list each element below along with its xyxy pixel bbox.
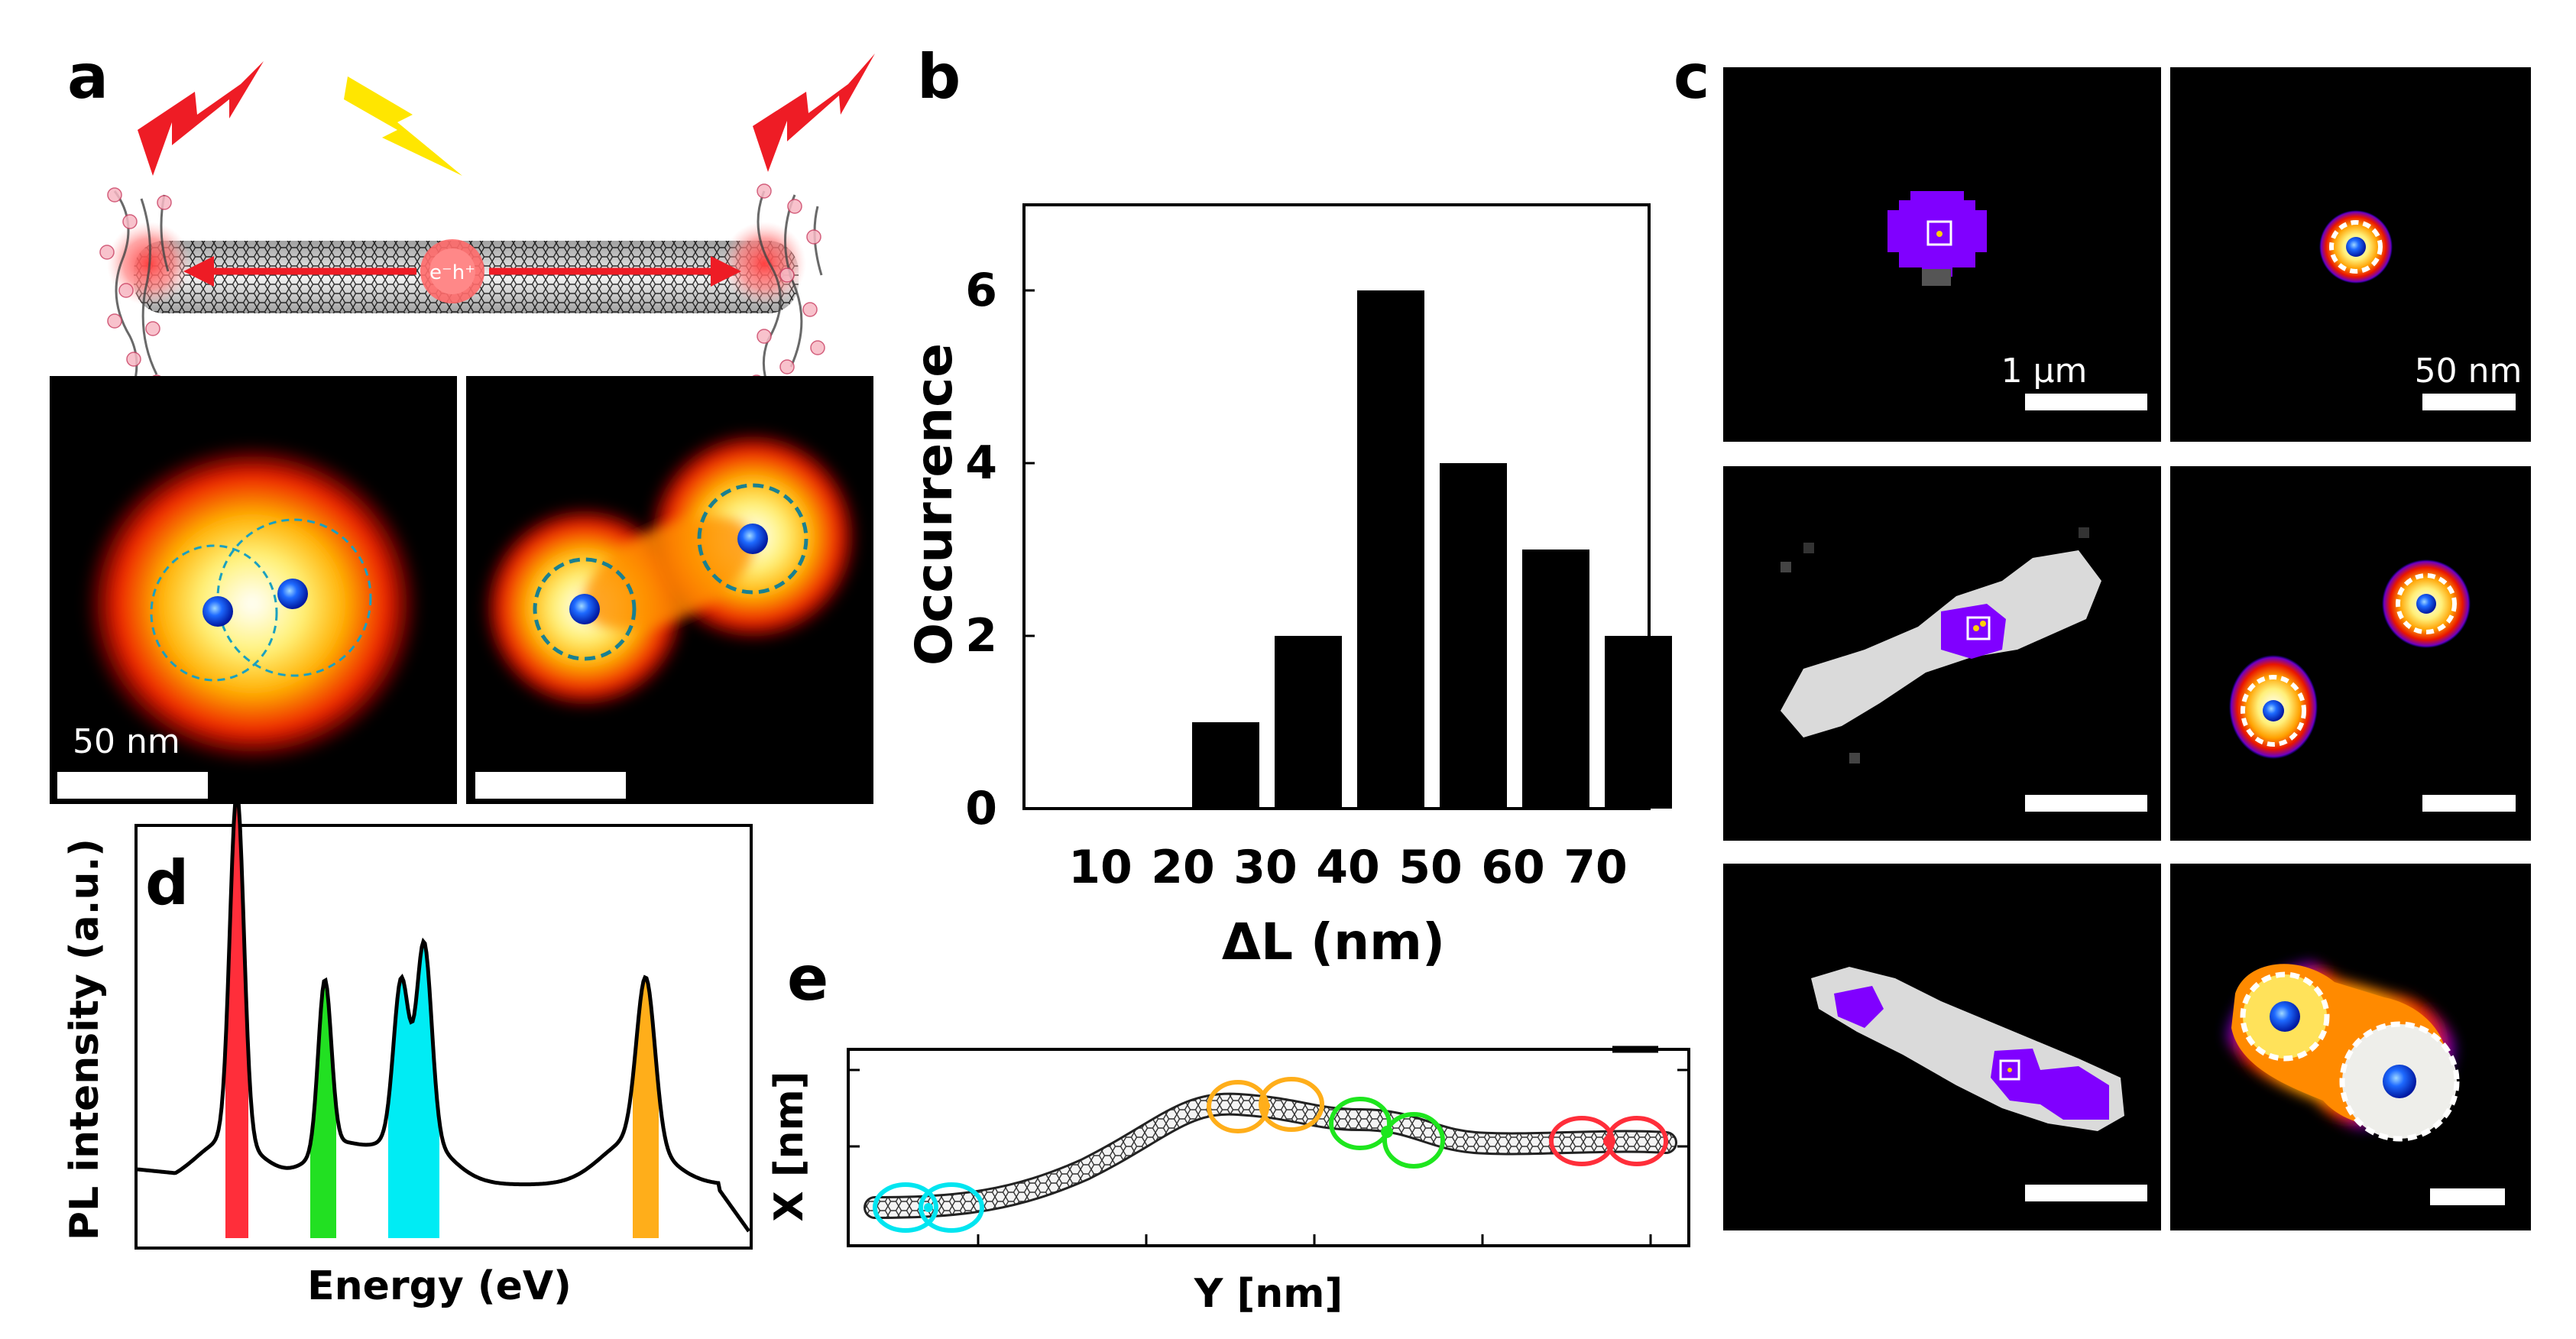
x-tick-label: 40: [1316, 841, 1380, 894]
panel-label-d: d: [145, 848, 189, 919]
scalebar-label: 50 nm: [2415, 352, 2523, 391]
x-tick-label: 10: [1068, 841, 1132, 894]
scalebar: [2025, 394, 2147, 410]
panel-label-c: c: [1674, 41, 1709, 112]
emitter-dot: [2346, 237, 2366, 257]
x-axis-label: ΔL (nm): [1222, 913, 1445, 971]
y-tick-label: 2: [965, 609, 997, 663]
exciton-label: e⁻h⁺: [429, 261, 475, 284]
scalebar: [2430, 1188, 2505, 1205]
emitter-circle-cyan: [919, 1182, 984, 1233]
panel-label-a: a: [67, 41, 109, 112]
panel-label-e: e: [787, 943, 828, 1014]
scalebar: [57, 772, 208, 799]
scalebar-label: 1 μm: [2001, 352, 2088, 391]
end-defect-right: [722, 222, 806, 306]
panel-e-trajectory: Y [nm] X [nm]: [766, 1046, 1690, 1317]
bar-30: [1275, 636, 1342, 809]
emitter-circle-green: [1382, 1112, 1445, 1169]
x-tick-label: 50: [1398, 841, 1463, 894]
peak-fill-cyan: [388, 942, 439, 1238]
x-tick-label: 30: [1233, 841, 1298, 894]
red-lightning-left-icon: [138, 61, 264, 176]
scalebar: [2422, 795, 2516, 812]
scalebar: [2025, 1185, 2147, 1201]
panel-a-schematic: e⁻h⁺: [99, 53, 875, 406]
emitter-dot: [2383, 1065, 2416, 1098]
emitter-dot: [277, 579, 308, 609]
emitter-dot: [2263, 700, 2284, 721]
panel-d-spectrum: Energy (eV) PL intensity (a.u.): [62, 792, 753, 1309]
panel-a-image-right: [466, 376, 873, 804]
panel-b-histogram: 10 20 30 40 50 60 70 0 2 4 6 Occurrence ΔL (nm): [905, 203, 1672, 971]
y-axis-label: Occurrence: [905, 343, 964, 666]
pl-spectrum-curve: [137, 792, 751, 1233]
panel-label-b: b: [917, 41, 961, 112]
x-tick-label: 20: [1151, 841, 1215, 894]
panel-a-image-left: 50 nm: [50, 376, 457, 804]
x-tick-label: 70: [1563, 841, 1628, 894]
bar-20: [1192, 722, 1259, 809]
scalebar: [2422, 394, 2516, 410]
emitter-dot: [569, 594, 600, 624]
scalebar-label: 50 nm: [73, 722, 180, 761]
x-tick-label: 60: [1481, 841, 1545, 894]
scalebar: [2025, 795, 2147, 812]
peak-fill-orange: [633, 977, 659, 1238]
yellow-lightning-icon: [344, 76, 462, 176]
emitter-dot: [737, 524, 768, 554]
red-lightning-right-icon: [753, 53, 875, 172]
x-axis-label: Y [nm]: [1194, 1271, 1343, 1317]
scalebar: [475, 772, 626, 799]
emitter-dot: [203, 596, 233, 627]
y-axis-label: X [nm]: [766, 1072, 812, 1222]
bar-50: [1440, 463, 1507, 809]
y-tick-label: 6: [965, 264, 997, 317]
bar-60: [1522, 550, 1589, 809]
y-axis-label: PL intensity (a.u.): [62, 838, 108, 1240]
y-tick-label: 0: [965, 782, 997, 835]
emitter-dot: [2416, 594, 2436, 614]
plot-frame: [134, 824, 753, 1250]
x-axis-label: Energy (eV): [307, 1263, 572, 1309]
emitter-circle-cyan: [873, 1182, 938, 1233]
image-c2-right: [2170, 466, 2531, 841]
y-tick-label: 4: [965, 436, 997, 490]
bar-40: [1357, 290, 1424, 809]
panel-c-images: 1 μm 50 nm: [1723, 67, 2531, 1230]
emitter-dot: [2270, 1001, 2300, 1032]
bar-70: [1605, 636, 1672, 809]
